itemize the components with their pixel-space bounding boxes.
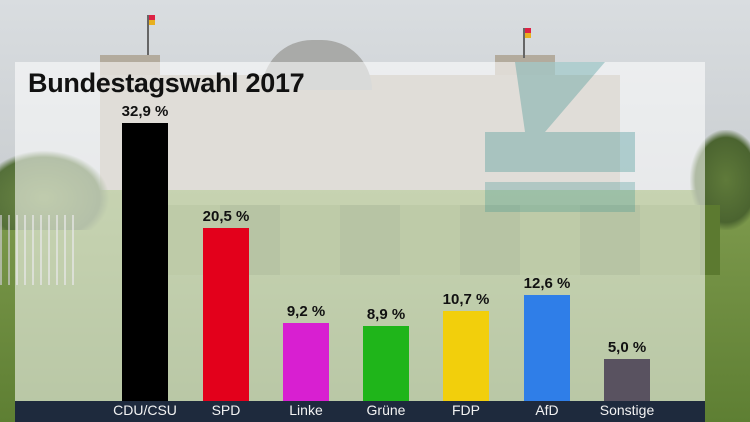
category-label: SPD (211, 402, 241, 418)
flag-icon (523, 28, 531, 58)
bar-fdp (443, 310, 489, 401)
n-tv-logo-icon (485, 62, 635, 212)
category-label: Sonstige (599, 402, 655, 418)
bar-value-label: 10,7 % (442, 290, 490, 308)
bar-value-label: 20,5 % (202, 207, 250, 225)
category-label: CDU/CSU (113, 402, 177, 418)
category-label: Grüne (366, 402, 406, 418)
bar-sonstige (604, 358, 650, 401)
category-axis-strip (15, 401, 705, 422)
bar-gr-ne (363, 325, 409, 401)
category-label: FDP (452, 402, 480, 418)
chart-title: Bundestagswahl 2017 (28, 68, 305, 98)
bar-value-label: 5,0 % (607, 338, 647, 356)
bar-value-label: 32,9 % (121, 103, 169, 120)
bar-spd (203, 227, 249, 401)
category-label: Linke (289, 402, 323, 418)
bar-cdu-csu (122, 123, 168, 401)
bar-value-label: 8,9 % (366, 305, 406, 323)
flag-icon (147, 15, 155, 55)
bar-value-label: 12,6 % (523, 274, 571, 292)
bar-value-label: 9,2 % (286, 303, 326, 321)
bar-afd (524, 294, 570, 401)
category-label: AfD (535, 402, 559, 418)
bar-linke (283, 323, 329, 401)
